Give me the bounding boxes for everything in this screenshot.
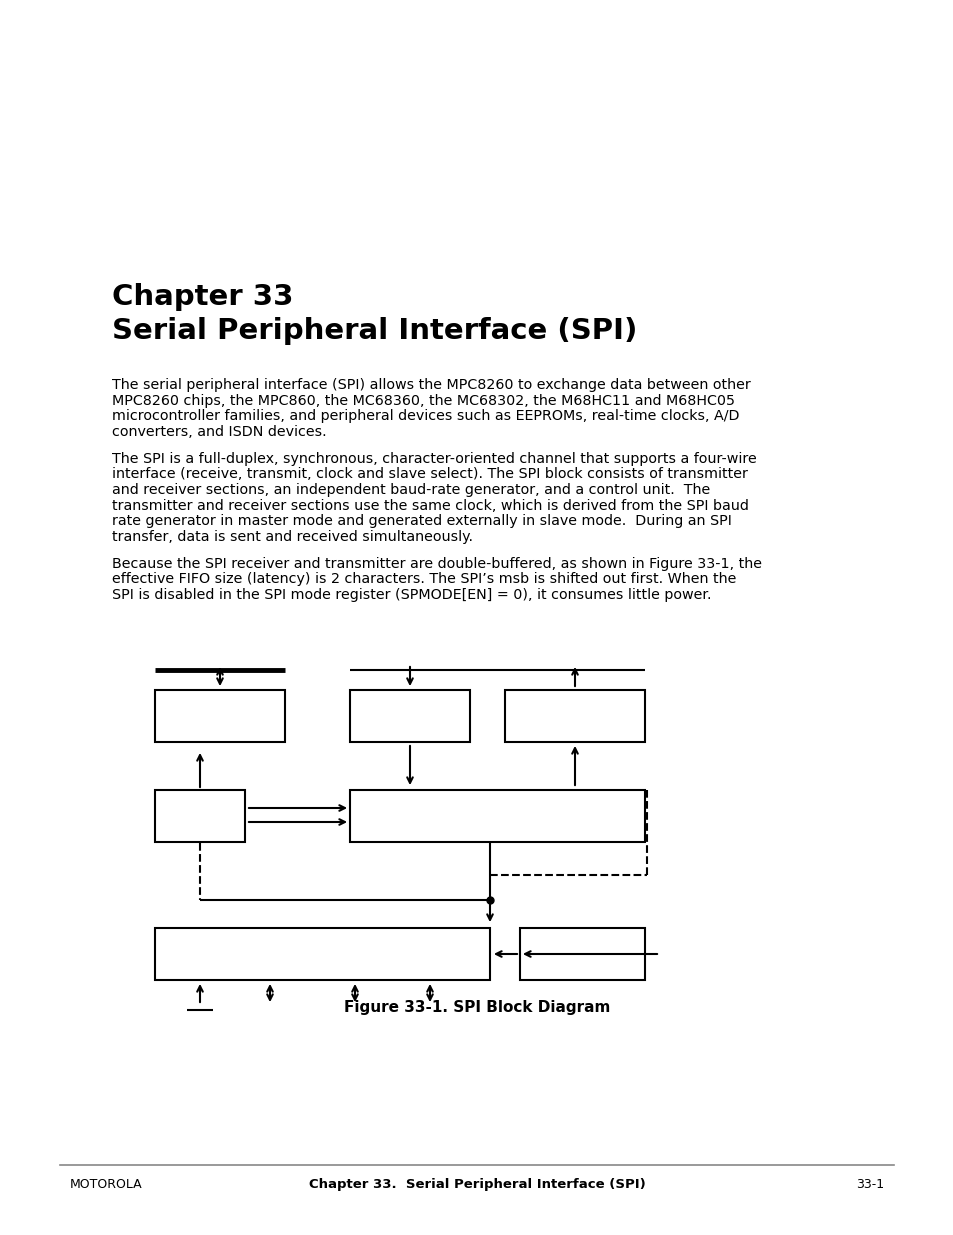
Bar bbox=[154, 690, 285, 742]
Bar bbox=[504, 690, 644, 742]
Text: interface (receive, transmit, clock and slave select). The SPI block consists of: interface (receive, transmit, clock and … bbox=[112, 468, 747, 482]
Text: effective FIFO size (latency) is 2 characters. The SPI’s msb is shifted out firs: effective FIFO size (latency) is 2 chara… bbox=[112, 573, 736, 587]
Text: rate generator in master mode and generated externally in slave mode.  During an: rate generator in master mode and genera… bbox=[112, 514, 731, 529]
Text: MOTOROLA: MOTOROLA bbox=[70, 1178, 143, 1191]
Text: The serial peripheral interface (SPI) allows the MPC8260 to exchange data betwee: The serial peripheral interface (SPI) al… bbox=[112, 378, 750, 391]
Bar bbox=[350, 790, 644, 842]
Text: 33-1: 33-1 bbox=[855, 1178, 883, 1191]
Text: Chapter 33: Chapter 33 bbox=[112, 283, 294, 311]
Text: and receiver sections, an independent baud-rate generator, and a control unit.  : and receiver sections, an independent ba… bbox=[112, 483, 709, 496]
Bar bbox=[154, 927, 490, 981]
Text: MPC8260 chips, the MPC860, the MC68360, the MC68302, the M68HC11 and M68HC05: MPC8260 chips, the MPC860, the MC68360, … bbox=[112, 394, 734, 408]
Text: transfer, data is sent and received simultaneously.: transfer, data is sent and received simu… bbox=[112, 530, 473, 543]
Text: Serial Peripheral Interface (SPI): Serial Peripheral Interface (SPI) bbox=[112, 317, 637, 345]
Text: transmitter and receiver sections use the same clock, which is derived from the : transmitter and receiver sections use th… bbox=[112, 499, 748, 513]
Bar bbox=[519, 927, 644, 981]
Text: The SPI is a full-duplex, synchronous, character-oriented channel that supports : The SPI is a full-duplex, synchronous, c… bbox=[112, 452, 756, 466]
Text: Figure 33-1. SPI Block Diagram: Figure 33-1. SPI Block Diagram bbox=[343, 1000, 610, 1015]
Text: Chapter 33.  Serial Peripheral Interface (SPI): Chapter 33. Serial Peripheral Interface … bbox=[309, 1178, 644, 1191]
Text: SPI is disabled in the SPI mode register (SPMODE[EN] = 0), it consumes little po: SPI is disabled in the SPI mode register… bbox=[112, 588, 711, 601]
Bar bbox=[350, 690, 470, 742]
Text: Because the SPI receiver and transmitter are double-buffered, as shown in Figure: Because the SPI receiver and transmitter… bbox=[112, 557, 761, 571]
Bar bbox=[154, 790, 245, 842]
Text: microcontroller families, and peripheral devices such as EEPROMs, real-time cloc: microcontroller families, and peripheral… bbox=[112, 409, 739, 424]
Text: converters, and ISDN devices.: converters, and ISDN devices. bbox=[112, 425, 326, 438]
